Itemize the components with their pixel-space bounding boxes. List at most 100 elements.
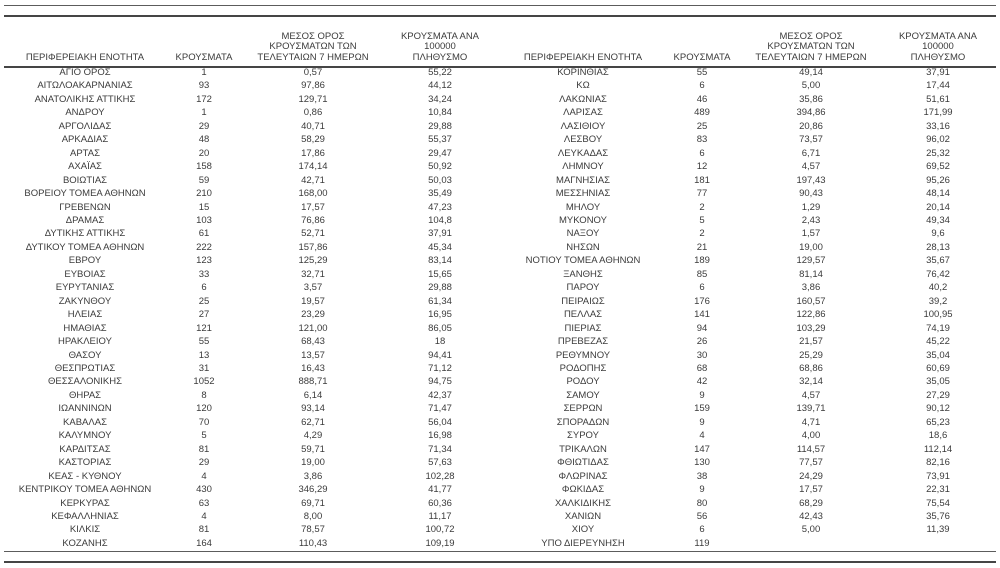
table-row: ΑΓΙΟ ΟΡΟΣ 1 0,57 55,22 <box>5 66 497 79</box>
avg7-cell: 160,57 <box>796 295 826 307</box>
avg7-cell: 0,86 <box>303 107 323 119</box>
cases-cell: 81 <box>198 443 210 455</box>
region-cell: ΥΠΟ ΔΙΕΡΕΥΝΗΣΗ <box>541 537 625 549</box>
per100k-cell: 40,2 <box>928 282 948 294</box>
per100k-cell: 71,34 <box>428 443 452 455</box>
avg7-cell: 110,43 <box>298 537 328 549</box>
region-cell: ΚΟΡΙΝΘΙΑΣ <box>557 67 609 78</box>
avg7-cell: 19,00 <box>301 457 325 469</box>
cases-cell: 430 <box>196 484 212 496</box>
region-cell: ΑΡΚΑΔΙΑΣ <box>61 134 109 146</box>
per100k-cell: 61,34 <box>428 295 452 307</box>
table-row: ΛΗΜΝΟΥ 12 4,57 69,52 <box>503 160 995 173</box>
cases-cell: 4 <box>201 470 207 482</box>
per100k-cell: 9,6 <box>931 228 945 240</box>
table-row: ΚΕΦΑΛΛΗΝΙΑΣ 4 8,00 11,17 <box>5 510 497 523</box>
per100k-cell: 27,29 <box>926 389 950 401</box>
regional-cases-table-left: ΠΕΡΙΦΕΡΕΙΑΚΗ ΕΝΟΤΗΤΑ ΚΡΟΥΣΜΑΤΑ ΜΕΣΟΣ ΟΡΟ… <box>5 26 497 550</box>
per100k-cell: 73,91 <box>926 470 950 482</box>
table-row: ΔΥΤΙΚΗΣ ΑΤΤΙΚΗΣ 61 52,71 37,91 <box>5 227 497 240</box>
per100k-cell: 45,34 <box>428 241 452 253</box>
avg7-cell: 40,71 <box>301 120 325 132</box>
table-row: ΠΑΡΟΥ 6 3,86 40,2 <box>503 281 995 294</box>
cases-cell: 9 <box>699 484 705 496</box>
cases-cell: 80 <box>696 497 708 509</box>
cases-cell: 172 <box>196 93 212 105</box>
table-row: ΑΡΤΑΣ 20 17,86 29,47 <box>5 147 497 160</box>
region-cell: ΦΛΩΡΙΝΑΣ <box>558 470 608 482</box>
header-underline-rule <box>4 66 996 68</box>
per100k-cell: 71,47 <box>428 403 452 415</box>
region-cell: ΣΑΜΟΥ <box>566 389 600 401</box>
avg7-cell: 13,57 <box>301 349 325 361</box>
table-row: ΣΕΡΡΩΝ 159 139,71 90,12 <box>503 402 995 415</box>
per100k-cell: 22,31 <box>926 484 950 496</box>
region-cell: ΠΡΕΒΕΖΑΣ <box>557 336 609 348</box>
avg7-cell: 121,00 <box>298 322 328 334</box>
per100k-cell: 29,88 <box>428 282 452 294</box>
per100k-cell: 56,04 <box>428 416 452 428</box>
region-cell: ΡΕΘΥΜΝΟΥ <box>555 349 611 361</box>
region-cell: ΚΕΝΤΡΙΚΟΥ ΤΟΜΕΑ ΑΘΗΝΩΝ <box>18 484 152 496</box>
per100k-cell: 74,19 <box>926 322 950 334</box>
region-cell: ΛΑΡΙΣΑΣ <box>563 107 603 119</box>
table-row: ΗΜΑΘΙΑΣ 121 121,00 86,05 <box>5 322 497 335</box>
region-cell: ΠΕΙΡΑΙΩΣ <box>561 295 605 307</box>
avg7-cell <box>741 537 881 550</box>
region-cell: ΠΙΕΡΙΑΣ <box>564 322 602 334</box>
avg7-cell: 1,57 <box>801 228 821 240</box>
table-body-right: ΚΟΡΙΝΘΙΑΣ 55 49,14 37,91 ΚΩ 6 5,00 17,44 ΛΑΚΩΝΙΑ… <box>503 66 995 550</box>
avg7-cell: 90,43 <box>799 188 823 200</box>
cases-cell: 56 <box>696 510 708 522</box>
avg7-cell: 168,00 <box>298 188 328 200</box>
per100k-cell: 29,88 <box>428 120 452 132</box>
per100k-cell: 49,34 <box>926 214 950 226</box>
cases-cell: 27 <box>198 309 210 321</box>
cases-cell: 6 <box>699 80 705 92</box>
cases-cell: 164 <box>196 537 212 549</box>
region-cell: ΚΑΡΔΙΤΣΑΣ <box>59 443 111 455</box>
avg7-cell: 3,86 <box>801 282 821 294</box>
region-cell: ΜΗΛΟΥ <box>565 201 601 213</box>
table-row: ΕΥΒΟΙΑΣ 33 32,71 15,65 <box>5 268 497 281</box>
per100k-cell: 50,92 <box>428 161 452 173</box>
avg7-cell: 8,00 <box>303 510 323 522</box>
region-cell: ΧΙΟΥ <box>571 524 595 536</box>
avg7-cell: 68,86 <box>799 362 823 374</box>
table-row: ΡΟΔΟΠΗΣ 68 68,86 60,69 <box>503 362 995 375</box>
per100k-cell: 86,05 <box>428 322 452 334</box>
region-cell: ΣΥΡΟΥ <box>567 430 599 442</box>
table-row: ΕΒΡΟΥ 123 125,29 83,14 <box>5 254 497 267</box>
per100k-cell: 35,04 <box>926 349 950 361</box>
per100k-cell: 16,98 <box>428 430 452 442</box>
cases-cell: 176 <box>694 295 710 307</box>
region-cell: ΖΑΚΥΝΘΟΥ <box>58 295 112 307</box>
table-row: ΚΑΛΥΜΝΟΥ 5 4,29 16,98 <box>5 429 497 442</box>
per100k-cell: 102,28 <box>425 470 455 482</box>
avg7-cell: 5,00 <box>801 80 821 92</box>
header-row: ΠΕΡΙΦΕΡΕΙΑΚΗ ΕΝΟΤΗΤΑ ΚΡΟΥΣΜΑΤΑ ΜΕΣΟΣ ΟΡΟ… <box>503 26 995 66</box>
cases-cell: 4 <box>699 430 705 442</box>
cases-cell: 85 <box>696 268 708 280</box>
avg7-cell: 69,71 <box>301 497 325 509</box>
region-column-header: ΠΕΡΙΦΕΡΕΙΑΚΗ ΕΝΟΤΗΤΑ <box>523 51 643 63</box>
per100k-cell <box>881 537 995 550</box>
avg7-cell: 6,71 <box>801 147 821 159</box>
avg7-cell: 24,29 <box>799 470 823 482</box>
per100k-cell: 100,95 <box>923 309 953 321</box>
cases-cell: 5 <box>201 430 207 442</box>
per100k-cell: 37,91 <box>926 67 950 78</box>
region-cell: ΣΠΟΡΑΔΩΝ <box>556 416 610 428</box>
cases-cell: 93 <box>198 80 210 92</box>
avg7-cell: 5,00 <box>801 524 821 536</box>
region-column-header: ΠΕΡΙΦΕΡΕΙΑΚΗ ΕΝΟΤΗΤΑ <box>25 51 145 63</box>
avg7-cell: 20,86 <box>799 120 823 132</box>
cases-cell: 59 <box>198 174 210 186</box>
table-row: ΔΡΑΜΑΣ 103 76,86 104,8 <box>5 214 497 227</box>
region-cell: ΚΕΦΑΛΛΗΝΙΑΣ <box>51 510 119 522</box>
cases-cell: 489 <box>694 107 710 119</box>
table-row: ΖΑΚΥΝΘΟΥ 25 19,57 61,34 <box>5 295 497 308</box>
avg7-cell: 42,71 <box>301 174 325 186</box>
per100k-cell: 20,14 <box>926 201 950 213</box>
per100k-cell: 76,42 <box>926 268 950 280</box>
